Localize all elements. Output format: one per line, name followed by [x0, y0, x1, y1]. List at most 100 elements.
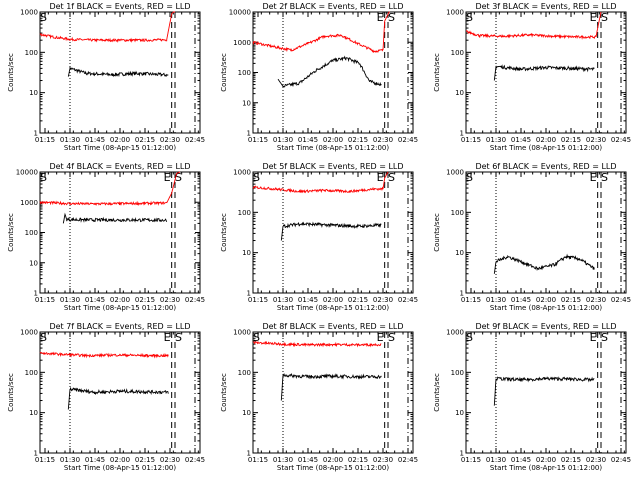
x-tick-label: 01:15	[461, 296, 481, 304]
events-series-line	[493, 376, 595, 406]
x-tick-label: 02:30	[160, 136, 180, 144]
y-tick-label: 1000	[233, 169, 251, 177]
x-tick-label: 02:30	[586, 456, 606, 464]
segment-marker: E	[590, 11, 597, 24]
x-tick-label: 02:00	[536, 456, 556, 464]
panel-det-9: Det 9f BLACK = Events, RED = LLD 1 10 100 10…	[433, 322, 631, 472]
lld-series-line	[466, 11, 602, 40]
segment-marker: S	[601, 11, 608, 24]
x-tick-label: 02:15	[561, 456, 581, 464]
y-tick-label: 10	[242, 99, 251, 107]
x-tick-label: 02:30	[586, 136, 606, 144]
events-series-line	[493, 64, 595, 81]
x-tick-label: 01:30	[486, 136, 506, 144]
segment-marker: E	[377, 11, 384, 24]
x-axis-label: Start Time (08-Apr-15 01:12:00)	[277, 144, 389, 152]
y-tick-label: 1	[460, 130, 464, 138]
x-tick-label: 02:00	[323, 296, 343, 304]
y-tick-label: 10000	[229, 9, 251, 17]
y-tick-label: 1000	[446, 169, 464, 177]
x-axis-label: Start Time (08-Apr-15 01:12:00)	[490, 144, 602, 152]
plot-frame	[39, 11, 201, 134]
y-tick-label: 10	[455, 249, 464, 257]
x-tick-label: 02:00	[323, 136, 343, 144]
y-tick-label: 10	[29, 259, 38, 267]
panel-det-6: Det 6f BLACK = Events, RED = LLD 1 10 100 10…	[433, 162, 631, 312]
panel-title: Det 4f BLACK = Events, RED = LLD	[49, 162, 190, 171]
x-axis-label: Start Time (08-Apr-15 01:12:00)	[277, 464, 389, 472]
y-tick-label: 100	[238, 369, 251, 377]
x-tick-label: 02:45	[398, 456, 418, 464]
x-tick-label: 01:45	[298, 456, 318, 464]
x-tick-label: 01:30	[273, 456, 293, 464]
y-tick-label: 10	[455, 409, 464, 417]
panel-title: Det 9f BLACK = Events, RED = LLD	[475, 322, 616, 331]
segment-marker: E	[164, 171, 171, 184]
y-axis-label: Counts/sec	[7, 53, 15, 92]
x-tick-label: 01:30	[486, 456, 506, 464]
panel-title: Det 5f BLACK = Events, RED = LLD	[262, 162, 403, 171]
lld-series-line	[39, 351, 169, 359]
x-tick-label: 01:30	[60, 136, 80, 144]
panel-title: Det 8f BLACK = Events, RED = LLD	[262, 322, 403, 331]
events-series-line	[277, 55, 382, 88]
x-tick-label: 01:45	[85, 456, 105, 464]
x-tick-label: 01:45	[85, 296, 105, 304]
y-tick-label: 100	[238, 69, 251, 77]
panel-title: Det 6f BLACK = Events, RED = LLD	[475, 162, 616, 171]
x-tick-label: 02:30	[373, 296, 393, 304]
segment-marker: S	[40, 171, 47, 184]
segment-marker: E	[590, 171, 597, 184]
x-tick-label: 01:30	[486, 296, 506, 304]
segment-marker: S	[253, 171, 260, 184]
plot-frame	[252, 11, 414, 134]
y-tick-label: 10000	[16, 169, 38, 177]
x-tick-label: 01:15	[35, 136, 55, 144]
y-tick-label: 10	[29, 89, 38, 97]
x-tick-label: 02:15	[561, 296, 581, 304]
y-tick-label: 1	[34, 290, 38, 298]
y-axis-label: Counts/sec	[433, 53, 441, 92]
x-tick-label: 01:30	[60, 296, 80, 304]
panel-title: Det 2f BLACK = Events, RED = LLD	[262, 2, 403, 11]
x-tick-label: 01:30	[273, 136, 293, 144]
x-tick-label: 01:15	[461, 136, 481, 144]
x-axis-label: Start Time (08-Apr-15 01:12:00)	[490, 464, 602, 472]
events-series-line	[493, 253, 595, 274]
lld-series-line	[39, 11, 175, 43]
y-axis-label: Counts/sec	[7, 213, 15, 252]
y-tick-label: 1000	[233, 39, 251, 47]
panel-title: Det 3f BLACK = Events, RED = LLD	[475, 2, 616, 11]
x-tick-label: 01:15	[248, 296, 268, 304]
y-axis-label: Counts/sec	[433, 213, 441, 252]
panel-det-4: Det 4f BLACK = Events, RED = LLD 1 10 100 10…	[7, 162, 205, 312]
y-tick-label: 1	[247, 130, 251, 138]
segment-marker: S	[388, 11, 395, 24]
y-tick-label: 1	[247, 450, 251, 458]
events-series-line	[67, 66, 169, 78]
segment-marker: S	[466, 11, 473, 24]
panel-title: Det 7f BLACK = Events, RED = LLD	[49, 322, 190, 331]
x-tick-label: 02:45	[611, 136, 631, 144]
y-tick-label: 1	[460, 450, 464, 458]
events-series-line	[280, 221, 382, 241]
y-tick-label: 1000	[20, 329, 38, 337]
y-tick-label: 100	[25, 369, 38, 377]
segment-marker: S	[601, 171, 608, 184]
x-tick-label: 02:00	[110, 456, 130, 464]
x-axis-label: Start Time (08-Apr-15 01:12:00)	[64, 464, 176, 472]
y-tick-label: 10	[242, 409, 251, 417]
y-axis-label: Counts/sec	[220, 213, 228, 252]
x-tick-label: 02:30	[373, 136, 393, 144]
panel-det-5: Det 5f BLACK = Events, RED = LLD 1 10 100 10…	[220, 162, 418, 312]
x-axis-label: Start Time (08-Apr-15 01:12:00)	[64, 144, 176, 152]
plot-frame	[252, 331, 414, 454]
x-tick-label: 02:30	[373, 456, 393, 464]
panel-det-8: Det 8f BLACK = Events, RED = LLD 1 10 100 10…	[220, 322, 418, 472]
plot-frame	[465, 171, 627, 294]
y-tick-label: 1	[34, 450, 38, 458]
lld-series-line	[252, 11, 390, 54]
x-tick-label: 02:00	[323, 456, 343, 464]
x-tick-label: 02:00	[110, 296, 130, 304]
x-tick-label: 01:15	[461, 456, 481, 464]
